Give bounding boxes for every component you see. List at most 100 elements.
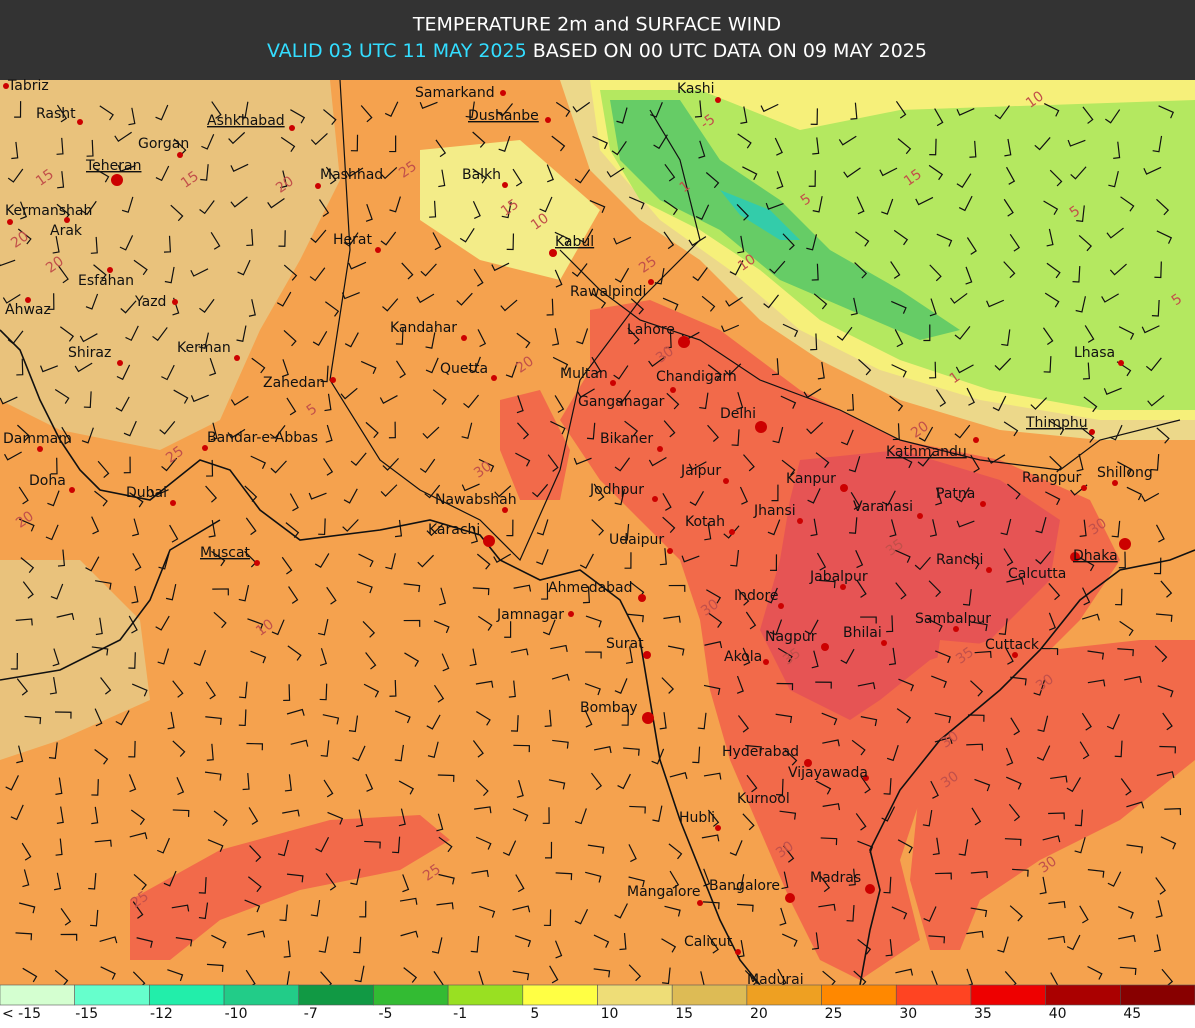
wind-barb (340, 387, 358, 400)
wind-barb (248, 299, 256, 317)
wind-barb (883, 876, 892, 894)
wind-barb (500, 299, 518, 312)
wind-barb (548, 779, 566, 790)
wind-barb (285, 522, 300, 539)
wind-barb (395, 328, 404, 345)
wind-barb (1155, 877, 1166, 895)
wind-barb (128, 107, 136, 126)
city-label: Ranchi (936, 552, 983, 568)
wind-barb (1046, 228, 1054, 247)
wind-barb (891, 364, 907, 378)
city-label: Dushanbe (468, 108, 539, 124)
wind-barb (123, 420, 137, 437)
wind-barb (544, 709, 552, 727)
city-dot (502, 182, 508, 188)
wind-barb (818, 579, 836, 589)
wind-barb (771, 484, 779, 502)
wind-barb (382, 298, 399, 312)
wind-barb (617, 773, 631, 790)
city-label: Jhansi (753, 503, 796, 519)
wind-barb (290, 739, 309, 747)
wind-barb (1082, 587, 1091, 606)
wind-barb (155, 615, 170, 631)
wind-barb (1006, 776, 1022, 790)
wind-barb (663, 420, 676, 438)
wind-barb (248, 807, 259, 825)
wind-barb (776, 682, 794, 691)
wind-barb (161, 364, 175, 381)
wind-barb (927, 618, 943, 632)
wind-barb (315, 836, 330, 853)
wind-barb (132, 518, 140, 537)
wind-barb (935, 389, 947, 407)
wind-barb (584, 683, 601, 696)
wind-barb (992, 395, 1007, 412)
wind-barb (669, 870, 680, 889)
city-dot (1119, 538, 1131, 550)
wind-barb (470, 525, 479, 544)
wind-barb (471, 869, 489, 878)
wind-barb (1043, 200, 1059, 215)
wind-barb (379, 395, 398, 404)
wind-barb (624, 420, 639, 437)
city-label: Karachi (428, 522, 480, 538)
wind-barb (474, 806, 492, 814)
wind-barb (425, 357, 439, 374)
wind-barb (417, 554, 435, 568)
wind-barb (898, 678, 915, 692)
wind-barb (239, 681, 248, 699)
wind-barb (389, 679, 397, 697)
city-label: Teheran (85, 158, 141, 174)
wind-barb (664, 331, 672, 349)
wind-barb (54, 969, 69, 986)
wind-barb (697, 712, 707, 730)
wind-barb (326, 586, 337, 605)
wind-barb (958, 839, 969, 856)
wind-barb (818, 903, 836, 911)
city-dot (568, 611, 574, 617)
city-dot (315, 183, 321, 189)
wind-barb (399, 897, 418, 905)
wind-barb (1160, 580, 1173, 598)
city-dot (986, 567, 992, 573)
city-dot (670, 387, 676, 393)
city-dot (648, 279, 654, 285)
legend-swatch (671, 984, 748, 1006)
city-label: Kathmandu (886, 444, 967, 460)
wind-barb (136, 937, 153, 948)
wind-barb (244, 899, 261, 913)
wind-barb (1066, 934, 1081, 951)
wind-barb (94, 168, 110, 183)
wind-barb (541, 583, 549, 600)
wind-barb (1153, 934, 1162, 953)
wind-barb (132, 553, 142, 571)
wind-barb (131, 585, 139, 604)
legend-swatch (821, 984, 897, 1006)
wind-barb (730, 550, 740, 567)
wind-barb (550, 644, 568, 652)
wind-barb (554, 940, 563, 959)
wind-barb (456, 292, 473, 306)
wind-barb (324, 393, 332, 412)
city-label: Lahore (627, 322, 675, 338)
wind-barb (532, 483, 549, 498)
wind-barb (1003, 421, 1019, 437)
wind-barb (889, 519, 897, 538)
wind-barb (970, 871, 988, 879)
wind-barb (91, 646, 109, 656)
arabia-coast (0, 519, 221, 681)
wind-barb (1156, 198, 1170, 216)
wind-barb (808, 170, 816, 187)
city-label: Jamnagar (496, 607, 564, 623)
wind-barb (783, 845, 795, 863)
wind-barb (860, 616, 877, 624)
wind-barb (400, 930, 419, 938)
wind-barb (1117, 461, 1133, 476)
wind-barb (497, 103, 513, 117)
wind-barb (227, 428, 246, 439)
wind-barb (1105, 109, 1121, 124)
wind-barb (1080, 427, 1095, 443)
wind-barb (551, 673, 570, 681)
wind-barb (282, 809, 300, 817)
wind-barb (472, 131, 486, 148)
